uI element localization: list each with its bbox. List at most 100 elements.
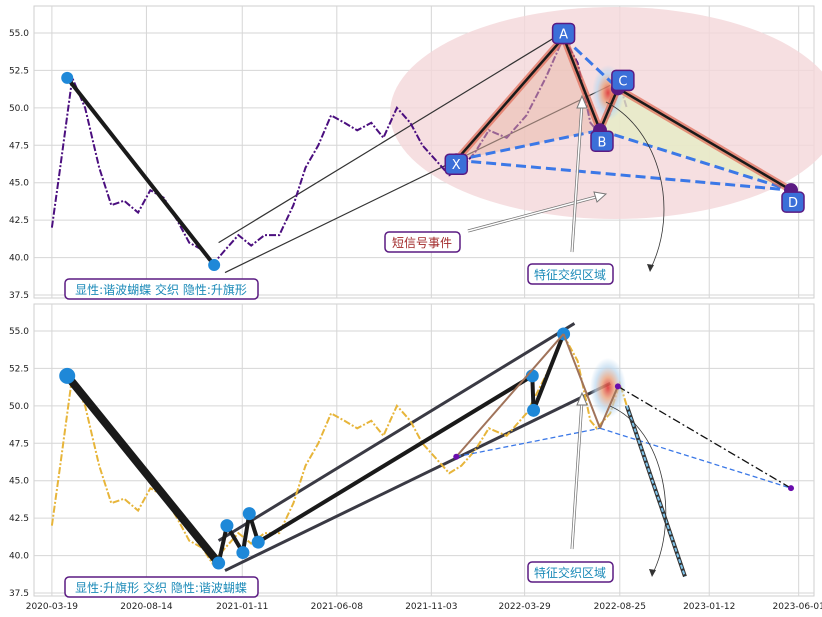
top-curve-arrow-head bbox=[647, 264, 654, 272]
bottom-flag-pattern bbox=[59, 327, 571, 570]
xd-dashed-line bbox=[456, 158, 792, 192]
channel-lower-line bbox=[224, 382, 611, 572]
bottom-plot-area bbox=[33, 303, 815, 597]
top-pattern-label-box bbox=[64, 278, 259, 300]
top-signal-arrow-head bbox=[593, 191, 608, 203]
flag-node bbox=[212, 556, 226, 570]
bottom-harmonic-pattern bbox=[453, 333, 795, 578]
flag-node bbox=[527, 403, 541, 417]
harmonic-leg bbox=[599, 385, 619, 429]
harmonic-leg bbox=[562, 333, 601, 429]
y-tick-label: 45.0 bbox=[9, 179, 29, 189]
y-tick-label: 40.0 bbox=[9, 254, 29, 264]
bottom-y-tick-labels: 37.5 40.0 42.5 45.0 47.5 50.0 52.5 55.0 bbox=[9, 327, 29, 599]
y-tick-label: 50.0 bbox=[9, 402, 29, 412]
y-tick-label: 55.0 bbox=[9, 29, 29, 39]
top-curve-arrow bbox=[605, 101, 665, 271]
y-tick-label: 47.5 bbox=[9, 141, 29, 151]
top-event-label: 短信号事件 bbox=[392, 236, 452, 250]
top-harmonic-pattern: X A B C D bbox=[444, 22, 805, 213]
y-tick-label: 37.5 bbox=[9, 589, 29, 599]
x-tick-label: 2023-06-01 bbox=[773, 602, 822, 612]
y-tick-label: 52.5 bbox=[9, 66, 29, 76]
bottom-curve-arrow bbox=[609, 405, 667, 576]
point-label-box-a bbox=[551, 22, 576, 45]
point-label-box-d bbox=[781, 191, 805, 213]
y-tick-label: 42.5 bbox=[9, 216, 29, 226]
bd-thin-dashed bbox=[599, 427, 792, 489]
flag-node bbox=[242, 507, 256, 521]
x-tick-label: 2021-11-03 bbox=[405, 602, 457, 612]
harmonic-dot-d bbox=[788, 485, 795, 492]
cd-dashdot-line bbox=[617, 385, 792, 489]
x-tick-label: 2020-08-14 bbox=[120, 602, 173, 612]
xb-thin-dashed bbox=[456, 427, 601, 458]
point-label-box-b bbox=[590, 130, 614, 153]
flag-segment bbox=[531, 333, 566, 412]
node-bottom bbox=[208, 259, 221, 272]
y-tick-label: 37.5 bbox=[9, 291, 29, 301]
node-start bbox=[61, 71, 74, 84]
point-label-c: C bbox=[618, 74, 627, 89]
y-tick-label: 50.0 bbox=[9, 104, 29, 114]
y-tick-label: 47.5 bbox=[9, 439, 29, 449]
point-label-b: B bbox=[598, 135, 607, 150]
bottom-panel: 37.5 40.0 42.5 45.0 47.5 50.0 52.5 55.0 2020-03… bbox=[9, 303, 822, 612]
flag-segment bbox=[257, 374, 534, 544]
bottom-pattern-label-box bbox=[64, 576, 259, 598]
bottom-zone-label-box bbox=[527, 561, 614, 583]
top-start-nodes bbox=[61, 71, 221, 272]
top-zone-arrow-inner bbox=[571, 102, 583, 253]
top-event-label-box bbox=[384, 231, 461, 253]
top-pattern-label: 显性:谐波蝴蝶 交织 隐性:升旗形 bbox=[75, 282, 247, 297]
channel-upper-line bbox=[218, 24, 575, 244]
flag-node bbox=[251, 535, 265, 549]
bottom-channel-lines bbox=[217, 322, 611, 572]
top-zone-label: 特征交织区域 bbox=[534, 267, 606, 282]
flag-node bbox=[236, 546, 250, 560]
x-tick-label: 2022-08-25 bbox=[594, 602, 646, 612]
y-tick-label: 40.0 bbox=[9, 552, 29, 562]
x-tick-label: 2020-03-19 bbox=[26, 602, 79, 612]
bd-dashed-line bbox=[599, 128, 792, 192]
flag-node bbox=[220, 519, 234, 533]
xb-dashed-line bbox=[455, 128, 601, 162]
flag-segment bbox=[240, 513, 252, 553]
xab-triangle bbox=[456, 37, 600, 161]
harmonic-leg bbox=[598, 87, 620, 131]
harmonic-leg bbox=[617, 87, 792, 192]
x-tick-labels: 2020-03-19 2020-08-14 2021-01-11 2021-06-08… bbox=[26, 602, 822, 612]
y-tick-label: 45.0 bbox=[9, 477, 29, 487]
top-zone-arrow-head bbox=[576, 94, 588, 109]
bottom-zone-arrow-head bbox=[576, 391, 588, 406]
top-y-tick-labels: 37.5 40.0 42.5 45.0 47.5 50.0 52.5 55.0 bbox=[9, 29, 29, 301]
top-zone-label-box bbox=[527, 263, 614, 285]
top-drop-line bbox=[65, 76, 216, 267]
x-tick-label: 2023-01-12 bbox=[683, 602, 735, 612]
harmonic-dot-c bbox=[614, 383, 621, 390]
point-label-box-x bbox=[444, 153, 469, 175]
flag-node bbox=[59, 367, 76, 384]
ac-dashed-line bbox=[562, 36, 619, 90]
x-tick-label: 2021-01-11 bbox=[216, 602, 268, 612]
y-tick-label: 52.5 bbox=[9, 364, 29, 374]
bottom-curve-arrow-head bbox=[649, 569, 656, 577]
point-label-x: X bbox=[452, 158, 461, 173]
projection-line bbox=[625, 405, 686, 577]
channel-upper-line bbox=[217, 322, 576, 542]
x-tick-label: 2022-03-29 bbox=[498, 602, 551, 612]
feature-glow bbox=[589, 357, 626, 418]
point-label-a: A bbox=[559, 27, 568, 42]
bottom-zone-label: 特征交织区域 bbox=[534, 565, 606, 580]
point-label-box-c bbox=[611, 69, 635, 92]
harmonic-leg bbox=[455, 333, 565, 458]
y-tick-label: 42.5 bbox=[9, 514, 29, 524]
bottom-zone-arrow-inner bbox=[571, 399, 583, 550]
x-tick-label: 2021-06-08 bbox=[311, 602, 364, 612]
point-label-d: D bbox=[788, 196, 798, 211]
bottom-pattern-label: 显性:升旗形 交织 隐性:谐波蝴蝶 bbox=[75, 580, 247, 595]
top-panel: 37.5 40.0 42.5 45.0 47.5 50.0 52.5 55.0 X A B C D 显… bbox=[9, 5, 822, 301]
y-tick-label: 55.0 bbox=[9, 327, 29, 337]
harmonic-leg bbox=[562, 36, 602, 131]
